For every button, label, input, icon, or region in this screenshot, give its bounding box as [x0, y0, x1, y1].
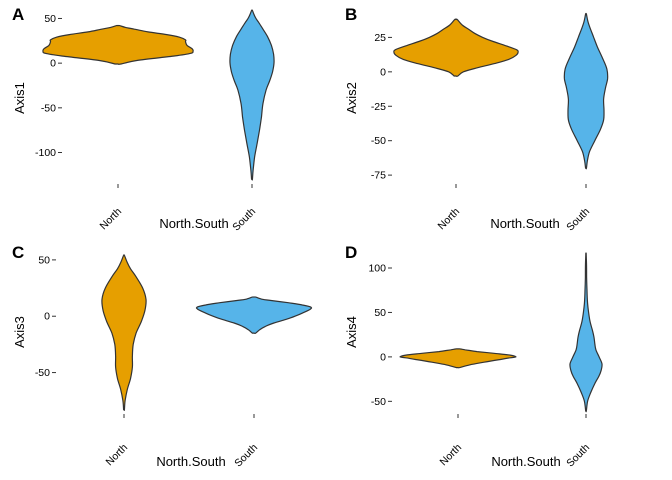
x-axis-title: North.South	[491, 454, 560, 469]
y-tick-label: -100	[35, 147, 56, 159]
violin-south	[569, 252, 603, 413]
y-axis-title: Axis1	[12, 82, 27, 114]
y-tick-label: 50	[44, 13, 56, 25]
y-tick-label: -50	[41, 102, 56, 114]
y-axis-title: Axis3	[12, 316, 27, 348]
x-axis-title: North.South	[159, 216, 228, 231]
y-tick-label: 0	[50, 58, 56, 70]
panel-label: C	[12, 243, 24, 262]
x-tick-label: South	[564, 442, 592, 470]
y-tick-label: 0	[380, 351, 386, 363]
y-axis-title: Axis2	[344, 82, 359, 114]
panel-label: D	[345, 243, 357, 262]
y-tick-label: -50	[35, 367, 50, 379]
y-tick-label: -75	[371, 170, 386, 182]
panel-d: D 100 50 0 -50 Axis4 North South North.South	[344, 243, 603, 470]
y-tick-label: 0	[44, 311, 50, 323]
x-axis-title: North.South	[156, 454, 225, 469]
x-tick-label: North	[97, 206, 124, 233]
y-tick-label: 100	[368, 263, 386, 275]
violin-north	[101, 254, 147, 411]
y-tick-label: 50	[374, 307, 386, 319]
x-tick-label: North	[437, 442, 464, 469]
x-tick-label: North	[435, 206, 462, 233]
y-axis-title: Axis4	[344, 316, 359, 348]
panel-label: A	[12, 5, 24, 24]
violin-north	[42, 24, 194, 65]
y-tick-label: -50	[371, 396, 386, 408]
panel-label: B	[345, 5, 357, 24]
panel-b: B 25 0 -25 -50 -75 Axis2 North South North.South	[344, 5, 609, 234]
y-tick-label: 0	[380, 66, 386, 78]
violin-north	[399, 348, 517, 369]
x-axis-title: North.South	[490, 216, 559, 231]
x-tick-label: North	[103, 442, 130, 469]
x-tick-label: South	[232, 442, 260, 470]
panel-c: C 50 0 -50 Axis3 North South North.South	[12, 243, 313, 470]
y-tick-label: 25	[374, 32, 386, 44]
violin-south	[229, 9, 275, 181]
x-tick-label: South	[564, 206, 592, 234]
violin-north	[393, 18, 519, 77]
violin-south	[195, 296, 313, 334]
y-tick-label: -50	[371, 135, 386, 147]
violin-south	[563, 12, 609, 170]
y-tick-label: 50	[38, 254, 50, 266]
y-tick-label: -25	[371, 101, 386, 113]
x-tick-label: South	[230, 206, 258, 234]
